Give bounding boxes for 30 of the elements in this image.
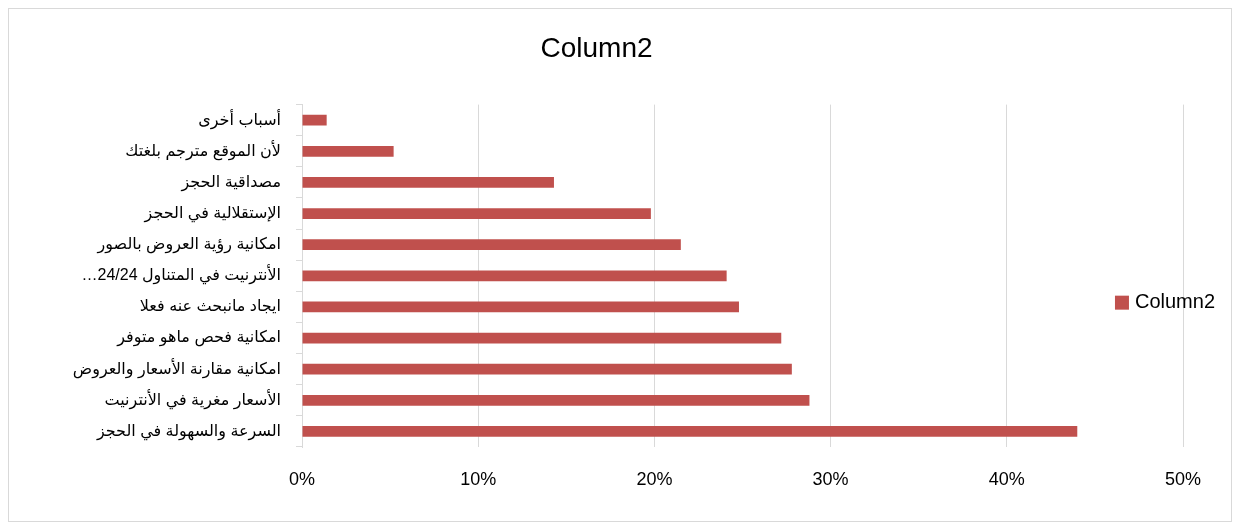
x-tick-label: 10%	[460, 468, 497, 489]
y-tick-label: امكانية فحص ماهو متوفر	[116, 328, 281, 348]
bar	[302, 145, 394, 157]
y-tick-label: امكانية رؤية العروض بالصور	[96, 235, 281, 255]
y-tick-label: مصداقية الحجز	[180, 172, 281, 192]
x-tick-label: 0%	[288, 468, 316, 489]
y-tick-label: الأسعار مغرية في الأنترنيت	[104, 388, 281, 410]
bar	[302, 426, 1078, 437]
bar	[302, 239, 681, 251]
bar	[302, 394, 810, 406]
y-tick-label: لأن الموقع مترجم بلغتك	[125, 139, 281, 161]
bar	[302, 208, 651, 219]
y-tick-label: ايجاد مانبحث عنه فعلا	[139, 297, 281, 315]
x-tick-label: 30%	[812, 468, 849, 489]
x-tick-label: 40%	[988, 468, 1025, 489]
bar	[302, 332, 782, 344]
bar	[302, 114, 327, 126]
bar	[302, 270, 727, 282]
y-tick-label: الإستقلالية في الحجز	[143, 203, 281, 223]
y-tick-label: السرعة والسهولة في الحجز	[95, 421, 281, 441]
x-tick-label: 50%	[1164, 468, 1202, 489]
bar	[302, 363, 792, 375]
bar	[302, 301, 739, 313]
bar	[302, 177, 554, 188]
y-tick-label: أسباب أخرى	[198, 108, 281, 130]
x-tick-label: 20%	[636, 468, 673, 489]
y-tick-label: امكانية مقارنة الأسعار والعروض	[72, 357, 281, 379]
y-tick-label: الأنترنيت في المتناول 24/24…	[81, 264, 281, 286]
legend-label: Column2	[1134, 290, 1216, 313]
chart-title: Column2	[540, 31, 653, 63]
